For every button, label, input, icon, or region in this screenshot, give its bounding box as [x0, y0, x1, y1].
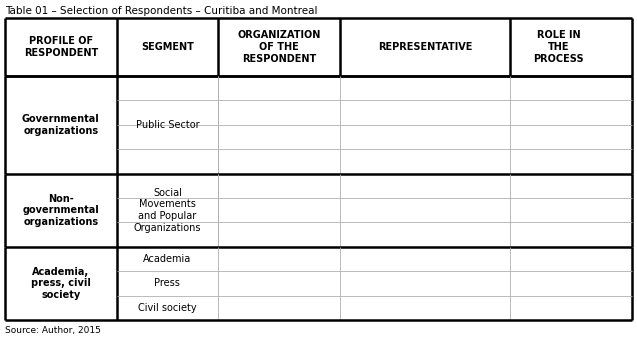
Text: Governmental
organizations: Governmental organizations: [22, 114, 99, 136]
Text: Academia,
press, civil
society: Academia, press, civil society: [31, 267, 90, 300]
Text: Civil society: Civil society: [138, 303, 197, 313]
Text: REPRESENTATIVE: REPRESENTATIVE: [378, 42, 472, 52]
Text: Social
Movements
and Popular
Organizations: Social Movements and Popular Organizatio…: [134, 188, 201, 233]
Text: PROFILE OF
RESPONDENT: PROFILE OF RESPONDENT: [24, 36, 98, 58]
Text: Non-
governmental
organizations: Non- governmental organizations: [22, 194, 99, 227]
Text: Public Sector: Public Sector: [136, 120, 199, 130]
Text: ORGANIZATION
OF THE
RESPONDENT: ORGANIZATION OF THE RESPONDENT: [238, 30, 321, 64]
Text: Source: Author, 2015: Source: Author, 2015: [5, 326, 101, 335]
Text: Table 01 – Selection of Respondents – Curitiba and Montreal: Table 01 – Selection of Respondents – Cu…: [5, 6, 317, 16]
Text: Academia: Academia: [143, 254, 192, 264]
Text: ROLE IN
THE
PROCESS: ROLE IN THE PROCESS: [533, 30, 583, 64]
Text: SEGMENT: SEGMENT: [141, 42, 194, 52]
Text: Press: Press: [154, 279, 180, 288]
